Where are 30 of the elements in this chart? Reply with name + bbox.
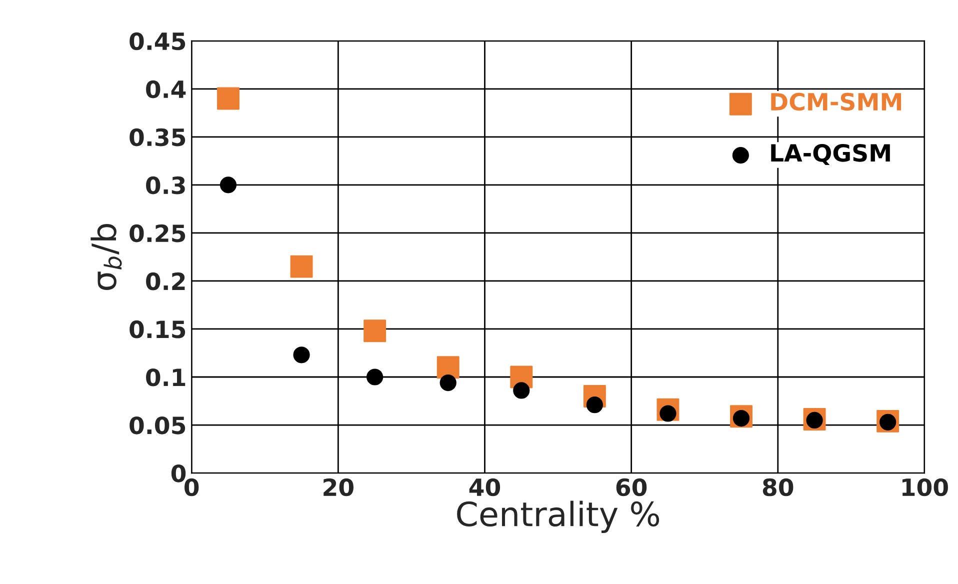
y-tick-label: 0.15 — [130, 320, 186, 338]
x-tick-label: 60 — [616, 478, 647, 496]
x-tick-label: 100 — [902, 478, 948, 496]
y-tick-label: 0.45 — [130, 32, 186, 50]
y-tick-label: 0.05 — [130, 416, 186, 434]
point — [440, 374, 456, 392]
point — [293, 346, 310, 364]
y-tick-label: 0.25 — [130, 224, 186, 242]
x-tick-label: 80 — [762, 478, 794, 496]
y-tick-label: 0.4 — [146, 80, 186, 98]
point — [217, 87, 240, 110]
point — [436, 356, 460, 379]
point — [586, 396, 603, 414]
x-tick-label: 0 — [184, 478, 199, 496]
legend-label: LA-QGSM — [771, 144, 890, 165]
point — [513, 382, 530, 399]
y-tick-label: 0.35 — [130, 128, 186, 146]
y-axis-title: σ$_{b}$/b — [90, 224, 122, 290]
x-tick-label: 40 — [469, 478, 500, 496]
x-axis-title: Centrality % — [457, 500, 660, 534]
y-tick-label: 0.2 — [146, 272, 185, 290]
legend-label: DCM-SMM — [771, 92, 902, 111]
y-tick-label: 0.1 — [146, 368, 186, 386]
point — [364, 320, 386, 342]
point — [366, 368, 384, 386]
x-tick-label: 20 — [324, 478, 354, 496]
y-tick-label: 0 — [171, 464, 186, 482]
point — [220, 176, 237, 194]
y-tick-label: 0.3 — [146, 176, 185, 194]
point — [290, 255, 313, 278]
